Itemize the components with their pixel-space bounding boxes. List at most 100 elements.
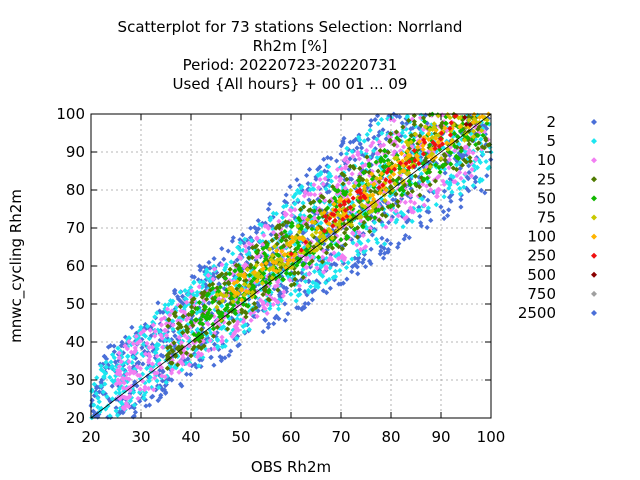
scatter-point [312, 192, 318, 198]
scatter-point [378, 143, 384, 149]
scatter-point [345, 260, 351, 266]
scatter-point [388, 207, 394, 213]
scatter-point [482, 135, 489, 141]
scatter-point [442, 170, 448, 176]
scatter-point [290, 239, 296, 245]
scatter-point [394, 113, 400, 119]
scatter-point [222, 307, 228, 313]
scatter-point [147, 374, 153, 380]
scatter-point [305, 249, 311, 255]
scatter-point [415, 144, 421, 150]
scatter-point [174, 304, 180, 310]
scatter-point [338, 176, 344, 182]
scatter-point [241, 292, 247, 298]
scatter-point [360, 232, 366, 239]
scatter-point [141, 395, 147, 401]
scatter-point [334, 158, 340, 164]
scatter-point [331, 201, 337, 207]
scatter-point [285, 273, 291, 279]
scatter-point [231, 331, 237, 337]
scatter-point [357, 137, 363, 143]
legend-marker [591, 290, 597, 297]
scatter-point [253, 305, 259, 311]
scatter-point [246, 289, 252, 295]
scatter-point [360, 170, 367, 176]
scatter-point [257, 221, 263, 228]
scatter-point [337, 178, 343, 184]
scatter-point [198, 363, 204, 370]
scatter-point [230, 251, 236, 257]
scatter-point [199, 357, 205, 363]
scatter-point [152, 314, 158, 320]
scatter-point [294, 245, 301, 251]
scatter-point [396, 241, 402, 247]
scatter-point [367, 225, 373, 231]
scatter-point [214, 336, 221, 342]
scatter-point [355, 252, 361, 258]
scatter-point [135, 372, 141, 378]
scatter-point [444, 213, 451, 219]
scatter-point [354, 242, 360, 248]
scatter-point [292, 270, 298, 276]
scatter-point [457, 128, 464, 134]
scatter-point [262, 288, 268, 294]
scatter-point [276, 225, 282, 231]
scatter-point [298, 235, 304, 241]
scatter-point [306, 261, 312, 267]
scatter-point [393, 129, 400, 135]
scatter-point [275, 246, 281, 252]
scatter-point [397, 165, 403, 172]
scatter-point [431, 143, 437, 150]
scatter-point [399, 213, 405, 219]
scatter-point [361, 183, 367, 190]
scatter-point [183, 371, 190, 377]
scatter-point [320, 181, 326, 187]
scatter-point [287, 271, 293, 277]
scatter-point [313, 229, 319, 236]
scatter-point [366, 258, 373, 264]
scatter-point [225, 320, 232, 326]
scatter-point [234, 279, 240, 285]
scatter-point [232, 310, 239, 316]
scatter-point [336, 281, 342, 287]
scatter-point [178, 308, 184, 314]
scatter-point [206, 300, 212, 306]
scatter-point [246, 283, 252, 289]
scatter-point [267, 201, 273, 207]
scatter-point [257, 297, 263, 303]
scatter-point [198, 333, 204, 339]
scatter-point [301, 245, 307, 251]
scatter-point [332, 234, 338, 241]
scatter-point [447, 115, 453, 121]
scatter-point [470, 128, 477, 134]
x-tick-label: 60 [281, 428, 300, 446]
scatter-point [325, 154, 331, 161]
scatter-point [282, 228, 288, 235]
scatter-point [118, 383, 124, 390]
scatter-point [454, 172, 460, 179]
scatter-point [280, 293, 286, 299]
scatter-point [253, 257, 259, 263]
scatter-point [330, 184, 336, 190]
scatter-point [274, 248, 280, 254]
scatter-point [429, 134, 435, 141]
scatter-point [168, 360, 174, 366]
scatter-point [185, 291, 191, 298]
scatter-point [382, 197, 388, 204]
scatter-point [211, 346, 217, 352]
scatter-point [477, 176, 483, 182]
scatter-point [397, 114, 403, 120]
scatter-point [218, 317, 224, 323]
scatter-point [109, 396, 116, 402]
scatter-point [372, 146, 378, 152]
scatter-point [362, 248, 368, 254]
scatter-point [285, 219, 291, 226]
scatter-point [471, 111, 477, 118]
scatter-point [192, 353, 198, 359]
scatter-point [307, 187, 313, 193]
scatter-point [458, 196, 464, 203]
scatter-point [413, 182, 420, 189]
scatter-point [261, 232, 267, 239]
scatter-point [319, 211, 325, 217]
scatter-point [441, 215, 447, 222]
